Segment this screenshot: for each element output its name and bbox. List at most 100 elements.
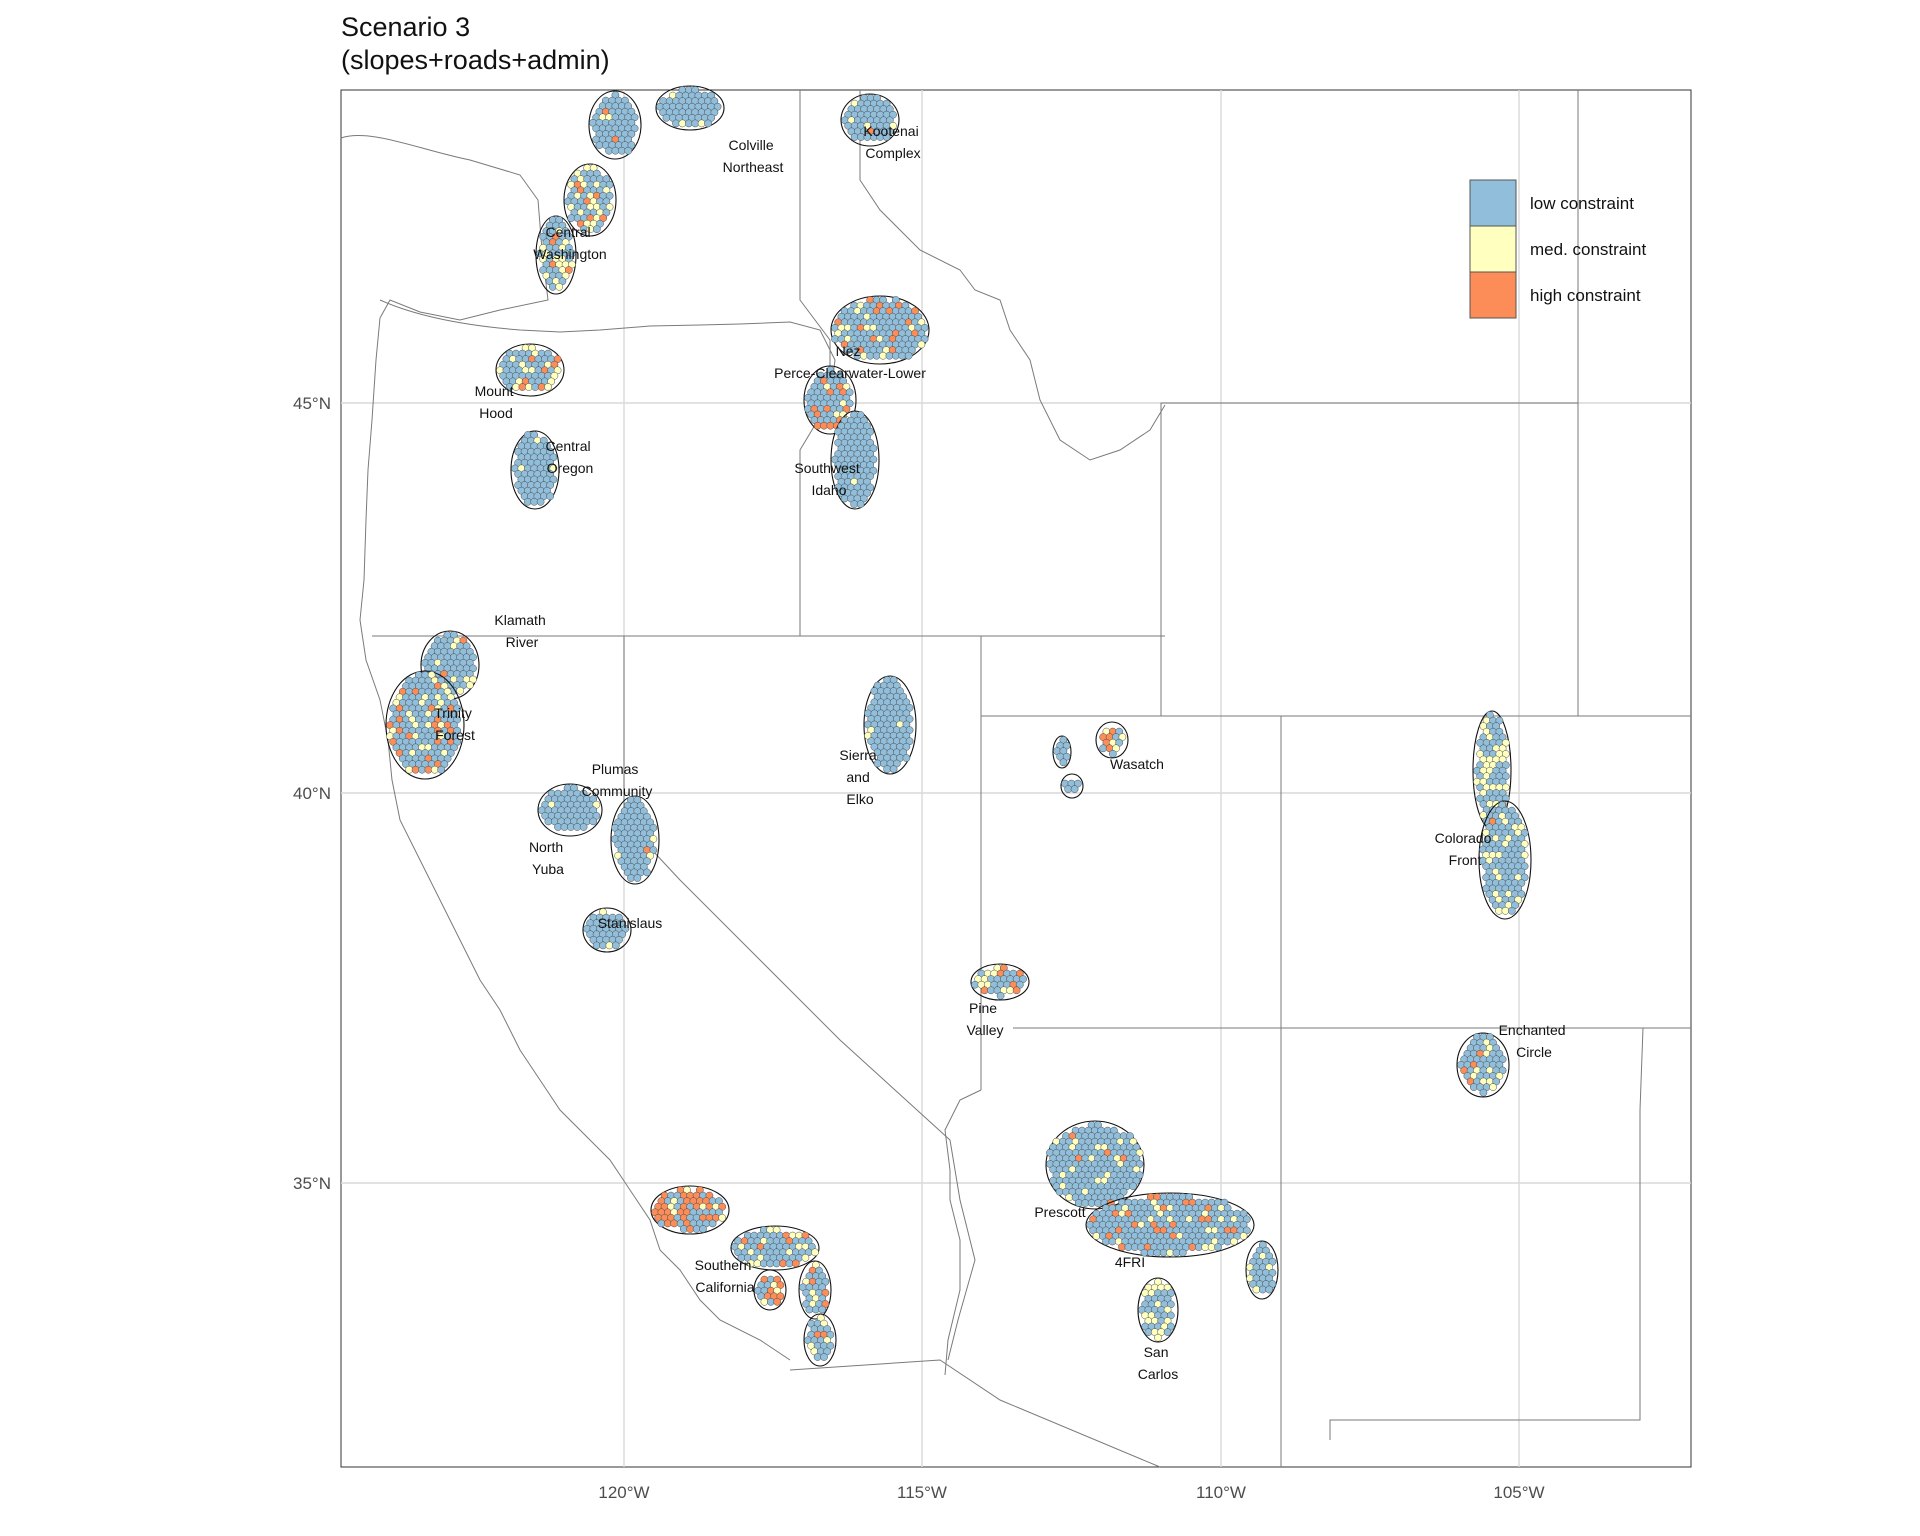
hex-cell [1118, 1243, 1126, 1251]
hex-cell [850, 500, 859, 508]
hex-cell [643, 868, 651, 877]
cluster-central-washington-north [588, 90, 642, 160]
hex-cell [686, 1225, 695, 1233]
hex-cell [885, 351, 894, 360]
cluster-outline [610, 795, 660, 885]
cluster-colville-northeast [655, 85, 725, 131]
hex-cell [811, 1248, 819, 1257]
cluster-outline [798, 1260, 832, 1320]
cluster-outline [1245, 1240, 1279, 1300]
legend-label-low: low constraint [1530, 194, 1634, 213]
hex-cell [850, 133, 859, 141]
legend: low constraint med. constraint high cons… [1469, 179, 1646, 319]
hex-cell [405, 765, 414, 774]
mexico-border [789, 1359, 1161, 1468]
cluster-outline [830, 410, 880, 510]
hex-cell [1230, 1237, 1238, 1246]
hex-cell [1124, 1243, 1133, 1251]
cluster-stanislaus [582, 907, 632, 953]
hex-cell [1172, 1248, 1181, 1257]
map-panel: Colville Northeast Kootenai Complex Cent… [340, 85, 1692, 1468]
cluster-outline [970, 963, 1030, 1001]
hex-cell [1166, 1248, 1174, 1257]
hex-cell [902, 754, 911, 762]
hex-cell [791, 1259, 800, 1268]
cluster-kootenai-complex [840, 93, 900, 147]
hex-cell [760, 1297, 769, 1306]
hex-cell [544, 817, 553, 826]
hex-cell [437, 765, 446, 774]
map-subtitle: (slopes+roads+admin) [341, 45, 610, 75]
hex-cell [670, 1219, 679, 1228]
idaho-montana-border [859, 90, 1166, 461]
axis-labels: 120°W 115°W 110°W 105°W 45°N 40°N 35°N [293, 394, 1545, 1502]
hex-cell [831, 335, 839, 343]
label-mount-hood: Mount Hood [475, 383, 518, 421]
region-labels: Colville Northeast Kootenai Complex Cent… [434, 123, 1570, 1382]
hex-cell [560, 823, 569, 831]
hex-cell [518, 383, 527, 391]
hex-cell [813, 1353, 822, 1361]
hex-cell [826, 421, 835, 430]
label-colville-northeast: Colville Northeast [723, 137, 784, 175]
hex-cell [1265, 1285, 1274, 1294]
legend-swatch-med [1469, 225, 1517, 273]
hex-cell [624, 146, 633, 155]
hex-cell [971, 980, 979, 989]
cluster-wasatch-west-a [1052, 735, 1072, 769]
hex-cell [779, 1259, 787, 1268]
hex-cell [766, 1259, 775, 1268]
hex-cell [1163, 1328, 1172, 1336]
cluster-outline [753, 1269, 787, 1311]
x-tick-label-105w: 105°W [1493, 1483, 1544, 1502]
hex-cell [1094, 1199, 1102, 1207]
hex-cell [617, 146, 626, 155]
hex-cell [704, 119, 712, 128]
hex-cell [524, 383, 533, 391]
hex-cell [1144, 1328, 1153, 1336]
washington-oregon-border [379, 299, 836, 401]
cluster-4fri [1085, 1192, 1255, 1258]
cluster-outline [563, 163, 617, 237]
cluster-north-yuba [537, 783, 603, 837]
hex-cell [611, 146, 620, 155]
label-sierra-and-elko: Sierra and Elko [839, 747, 880, 807]
cluster-outline [650, 1185, 730, 1235]
cluster-outline [582, 907, 632, 953]
cluster-outline [1456, 1032, 1510, 1098]
hex-cell [872, 351, 881, 360]
label-prescott: Prescott [1034, 1204, 1085, 1220]
hex-cell [599, 941, 607, 950]
hex-cell [662, 113, 671, 122]
x-tick-label-110w: 110°W [1196, 1483, 1246, 1502]
hex-cell [759, 1259, 768, 1268]
label-southern-california: Southern California [695, 1257, 756, 1295]
label-kootenai-complex: Kootenai Complex [863, 123, 922, 161]
y-tick-label-35n: 35°N [293, 1174, 331, 1193]
hex-cell [633, 874, 642, 882]
hex-cell [1006, 986, 1015, 995]
hex-cell [605, 146, 613, 155]
hex-cell [1159, 1248, 1168, 1257]
hex-cell [567, 214, 576, 222]
planning-area-clusters [385, 85, 1532, 1367]
hex-cell [611, 941, 620, 950]
hex-cell [530, 497, 539, 506]
legend-swatch-low [1469, 179, 1517, 227]
hex-cell [1130, 1243, 1139, 1251]
hex-cell [1092, 1232, 1101, 1240]
hex-cell [1070, 785, 1079, 793]
hex-cell [801, 1253, 810, 1262]
cluster-outline [655, 85, 725, 131]
label-enchanted-circle: Enchanted Circle [1499, 1022, 1570, 1060]
hex-cell [1064, 785, 1073, 793]
cluster-outline [830, 295, 930, 365]
legend-swatch-high [1469, 271, 1517, 319]
hex-cell [699, 1225, 707, 1233]
hex-cell [523, 497, 532, 506]
hex-cell [531, 383, 540, 391]
cluster-outline [535, 215, 577, 295]
map-title: Scenario 3 [341, 12, 470, 42]
cluster-southern-california-riverside [753, 1269, 787, 1311]
new-mexico-east [1329, 1027, 1644, 1440]
